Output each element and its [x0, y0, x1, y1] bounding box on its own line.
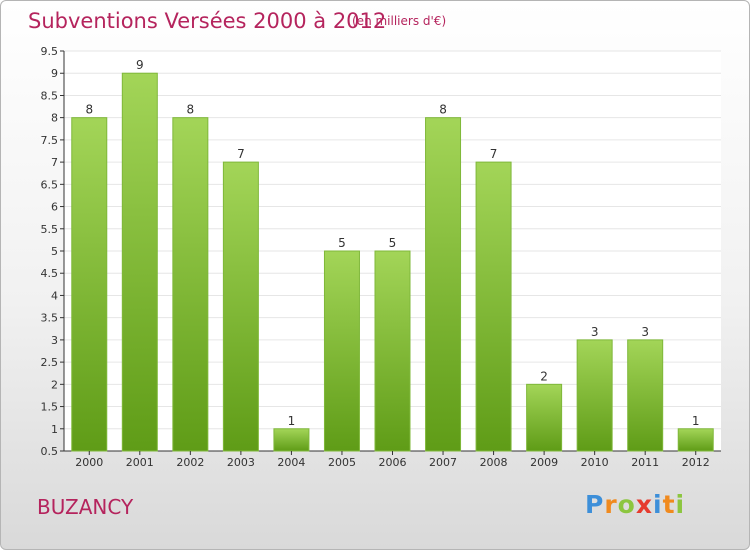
y-tick-label: 1.5 [41, 401, 59, 414]
bar [627, 339, 664, 452]
x-tick-label: 2008 [480, 456, 508, 469]
y-tick-label: 4 [51, 289, 58, 302]
y-tick-label: 3 [51, 334, 58, 347]
logo-letter: i [675, 490, 686, 519]
y-tick-label: 9.5 [41, 45, 59, 58]
y-tick-label: 2.5 [41, 356, 59, 369]
data-label: 1 [288, 414, 296, 428]
data-label: 9 [136, 58, 144, 72]
y-tick-label: 8.5 [41, 89, 59, 102]
y-tick-label: 2 [51, 378, 58, 391]
data-label: 3 [591, 325, 599, 339]
x-tick-label: 2012 [682, 456, 710, 469]
y-tick-label: 1 [51, 423, 58, 436]
logo-letter: P [585, 490, 605, 519]
x-tick-label: 2007 [429, 456, 457, 469]
data-label: 2 [540, 369, 548, 383]
x-tick-label: 2000 [75, 456, 103, 469]
data-label: 8 [439, 103, 447, 117]
y-tick-label: 6.5 [41, 178, 59, 191]
x-tick-label: 2001 [126, 456, 154, 469]
data-label: 5 [389, 236, 397, 250]
y-tick-label: 4.5 [41, 267, 59, 280]
logo-letter: x [635, 490, 653, 519]
x-tick-label: 2004 [277, 456, 305, 469]
bar [71, 117, 108, 452]
logo-letter: o [617, 490, 636, 519]
chart-title: Subventions Versées 2000 à 2012 [28, 9, 387, 33]
x-tick-label: 2003 [227, 456, 255, 469]
proxiti-logo: Proxiti [585, 490, 685, 519]
bar [222, 161, 259, 452]
y-tick-label: 5.5 [41, 223, 59, 236]
x-tick-label: 2010 [581, 456, 609, 469]
logo-letter: i [653, 490, 663, 519]
logo-letter: r [604, 490, 618, 519]
y-tick-label: 0.5 [41, 445, 59, 458]
y-tick-label: 3.5 [41, 312, 59, 325]
bar [273, 428, 310, 452]
bar [526, 383, 563, 452]
bar [425, 117, 462, 452]
location-name: BUZANCY [37, 495, 134, 519]
y-tick-label: 5 [51, 245, 58, 258]
x-tick-label: 2005 [328, 456, 356, 469]
data-label: 8 [187, 103, 195, 117]
y-tick-label: 8 [51, 112, 58, 125]
data-label: 8 [85, 103, 93, 117]
x-tick-label: 2002 [176, 456, 204, 469]
y-tick-label: 7 [51, 156, 58, 169]
chart-unit: (en milliers d'€) [352, 14, 447, 28]
bar [374, 250, 411, 452]
bar [121, 72, 158, 452]
data-label: 7 [237, 147, 245, 161]
data-label: 5 [338, 236, 346, 250]
y-tick-label: 7.5 [41, 134, 59, 147]
data-label: 7 [490, 147, 498, 161]
bar [576, 339, 613, 452]
x-tick-label: 2006 [379, 456, 407, 469]
y-tick-label: 6 [51, 201, 58, 214]
data-label: 3 [641, 325, 649, 339]
data-label: 1 [692, 414, 700, 428]
bar [323, 250, 360, 452]
bar [677, 428, 714, 452]
x-tick-label: 2009 [530, 456, 558, 469]
x-tick-label: 2011 [631, 456, 659, 469]
logo-letter: t [662, 490, 676, 519]
bar [475, 161, 512, 452]
y-tick-label: 9 [51, 67, 58, 80]
bar [172, 117, 209, 452]
